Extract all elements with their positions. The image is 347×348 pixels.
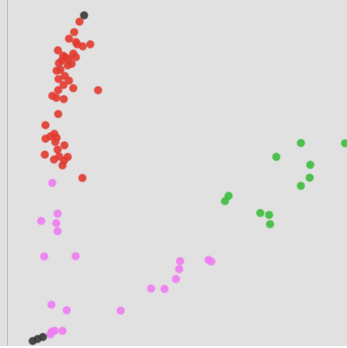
scatter-point xyxy=(59,94,69,104)
scatter-point xyxy=(174,264,184,274)
scatter-point xyxy=(60,140,69,150)
scatter-point xyxy=(71,52,81,62)
scatter-point xyxy=(53,226,62,236)
scatter-point xyxy=(85,39,95,49)
scatter-point xyxy=(78,173,87,183)
scatter-point xyxy=(62,305,72,315)
scatter-point xyxy=(146,284,156,293)
scatter-point xyxy=(58,326,67,336)
scatter-point xyxy=(72,39,82,49)
scatter-point xyxy=(53,145,62,154)
scatter-point xyxy=(305,173,315,183)
scatter-point xyxy=(68,83,78,93)
scatter-point xyxy=(36,216,46,226)
scatter-point xyxy=(296,181,306,191)
scatter-point xyxy=(41,120,50,130)
scatter-point xyxy=(175,256,185,266)
scatter-point xyxy=(220,196,230,206)
scatter-point xyxy=(53,45,63,55)
scatter-point xyxy=(54,74,63,84)
scatter-point xyxy=(47,300,56,310)
scatter-point xyxy=(56,65,65,75)
scatter-point xyxy=(340,138,347,148)
scatter-point xyxy=(51,93,61,103)
scatter-point xyxy=(58,160,67,170)
scatter-point xyxy=(51,218,61,228)
scatter-point xyxy=(264,210,274,220)
scatter-point xyxy=(64,76,74,85)
scatter-point xyxy=(47,178,57,188)
scatter-point xyxy=(50,137,60,147)
scatter-point xyxy=(46,329,55,339)
scatter-point xyxy=(71,251,80,261)
scatter-point xyxy=(67,59,76,69)
scatter-point xyxy=(271,152,281,162)
scatter-point xyxy=(64,34,74,44)
scatter-point xyxy=(53,109,63,119)
scatter-point xyxy=(28,336,38,346)
scatter-point xyxy=(265,219,275,229)
scatter-point xyxy=(49,155,59,164)
scatter-point xyxy=(39,252,49,261)
scatter-point xyxy=(93,85,103,95)
scatter-point xyxy=(160,284,169,294)
scatter-point xyxy=(59,80,68,90)
data-points xyxy=(28,10,347,346)
scatter-point xyxy=(40,150,50,159)
scatter-point xyxy=(206,257,216,266)
scatter-point xyxy=(79,10,89,20)
scatter-point xyxy=(305,160,315,170)
scatter-point xyxy=(69,27,79,37)
scatter-point xyxy=(296,138,306,148)
scatter-point xyxy=(116,306,126,315)
scatter-point xyxy=(75,17,84,26)
scatter-point xyxy=(171,274,181,284)
scatter-point xyxy=(53,85,63,95)
scatter-point xyxy=(53,209,62,218)
scatter-point xyxy=(255,208,265,218)
scatter-point xyxy=(41,134,50,144)
